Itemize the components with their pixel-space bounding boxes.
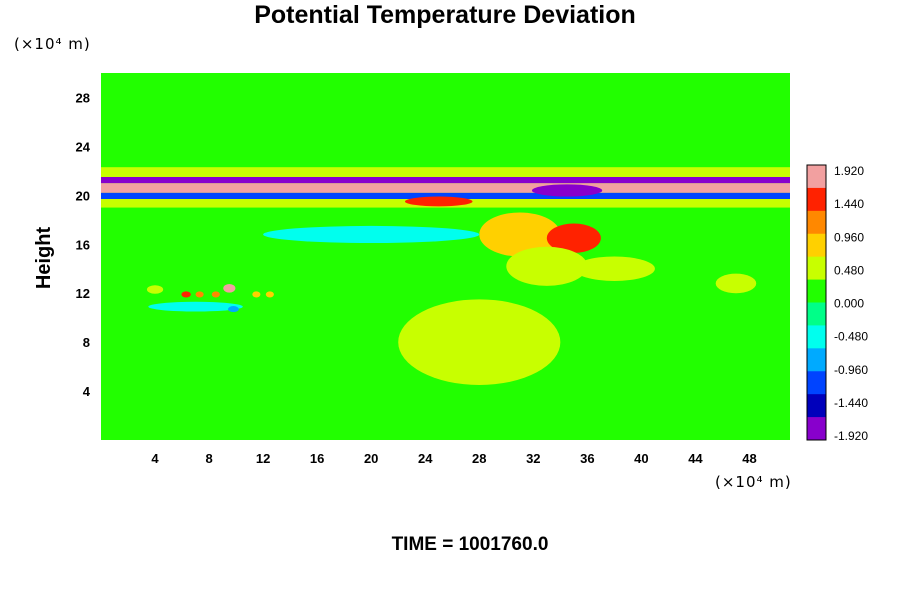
heatmap-blob-20: [398, 299, 561, 385]
heatmap-background: [101, 73, 790, 440]
colorbar: [806, 164, 827, 441]
colorbar-segment-5: [807, 279, 826, 303]
colorbar-tick-label-3: 0.480: [834, 263, 864, 277]
colorbar-tick-label-7: -1.440: [834, 396, 868, 410]
heatmap-blob-15: [252, 291, 261, 298]
heatmap-band-1: [101, 176, 790, 184]
chart-title: Potential Temperature Deviation: [254, 1, 636, 29]
heatmap-blob-13: [211, 291, 220, 298]
x-tick-label-4: 20: [364, 451, 378, 466]
y-tick-label-0: 4: [83, 384, 91, 399]
colorbar-segment-11: [807, 417, 826, 441]
y-tick-label-1: 8: [83, 335, 90, 350]
colorbar-segment-3: [807, 233, 826, 258]
heatmap-band-0: [101, 183, 790, 193]
y-axis-ticks: 4 8 12 16 20 24 28: [76, 90, 91, 399]
colorbar-frame: [806, 164, 827, 441]
x-tick-label-6: 28: [472, 451, 486, 466]
x-tick-label-3: 16: [310, 451, 324, 466]
colorbar-tick-label-6: -0.960: [834, 363, 868, 377]
heatmap-blob-6: [404, 196, 473, 207]
y-tick-label-2: 12: [76, 286, 90, 301]
colorbar-tick-label-2: 0.960: [834, 230, 864, 244]
colorbar-tick-label-5: -0.480: [834, 330, 868, 344]
heatmap-blob-7: [479, 212, 561, 257]
y-unit-label: (×10⁴ m): [14, 35, 91, 53]
colorbar-segment-6: [807, 302, 826, 326]
heatmap-band-3: [101, 167, 790, 177]
heatmap-blob-14: [146, 285, 164, 294]
x-tick-label-10: 44: [688, 451, 703, 466]
heatmap-blob-18: [227, 306, 239, 313]
x-tick-label-1: 8: [205, 451, 212, 466]
y-tick-label-4: 20: [76, 188, 90, 203]
y-tick-label-3: 16: [76, 237, 90, 252]
x-tick-label-5: 24: [418, 451, 433, 466]
y-tick-label-5: 24: [76, 139, 91, 154]
colorbar-segment-10: [807, 394, 826, 418]
colorbar-segment-9: [807, 371, 826, 395]
x-tick-label-9: 40: [634, 451, 648, 466]
colorbar-segment-0: [807, 165, 826, 189]
time-label: TIME = 1001760.0: [392, 534, 549, 555]
x-tick-label-11: 48: [742, 451, 756, 466]
heatmap-blob-10: [223, 284, 236, 293]
heatmap-blob-9: [506, 246, 588, 286]
x-tick-label-2: 12: [256, 451, 270, 466]
colorbar-segment-2: [807, 210, 826, 235]
x-unit-label: (×10⁴ m): [715, 473, 792, 491]
y-axis-label: Height: [33, 227, 55, 290]
heatmap-features: [101, 167, 790, 385]
colorbar-tick-label-4: 0.000: [834, 297, 864, 311]
heatmap-blob-5: [531, 184, 603, 197]
heatmap-blob-22: [573, 256, 655, 281]
colorbar-segment-1: [807, 187, 826, 212]
heatmap-blob-12: [195, 291, 204, 298]
heatmap-blob-8: [546, 223, 601, 253]
heatmap-band-2: [101, 192, 790, 200]
colorbar-tick-label-0: 1.920: [834, 164, 864, 178]
heatmap-blob-17: [148, 301, 243, 312]
heatmap-blob-21: [715, 273, 757, 294]
x-axis-ticks: 4 8 12 16 20 24 28 32 36 40 44 48: [151, 451, 756, 466]
x-tick-label-8: 36: [580, 451, 594, 466]
colorbar-segment-7: [807, 325, 826, 349]
x-tick-label-0: 4: [151, 451, 159, 466]
colorbar-segment-8: [807, 348, 826, 372]
heatmap-blob-16: [265, 291, 274, 298]
colorbar-tick-label-1: 1.440: [834, 197, 864, 211]
x-tick-label-7: 32: [526, 451, 540, 466]
heatmap-blob-19: [263, 225, 480, 244]
y-tick-label-6: 28: [76, 90, 90, 105]
colorbar-ticks: 1.920 1.440 0.960 0.480 0.000 -0.480 -0.960 -1.…: [834, 164, 868, 443]
colorbar-tick-label-8: -1.920: [834, 429, 868, 443]
heatmap-blob-11: [181, 291, 191, 298]
colorbar-segment-4: [807, 256, 826, 281]
heatmap-plot-area: [101, 73, 790, 440]
